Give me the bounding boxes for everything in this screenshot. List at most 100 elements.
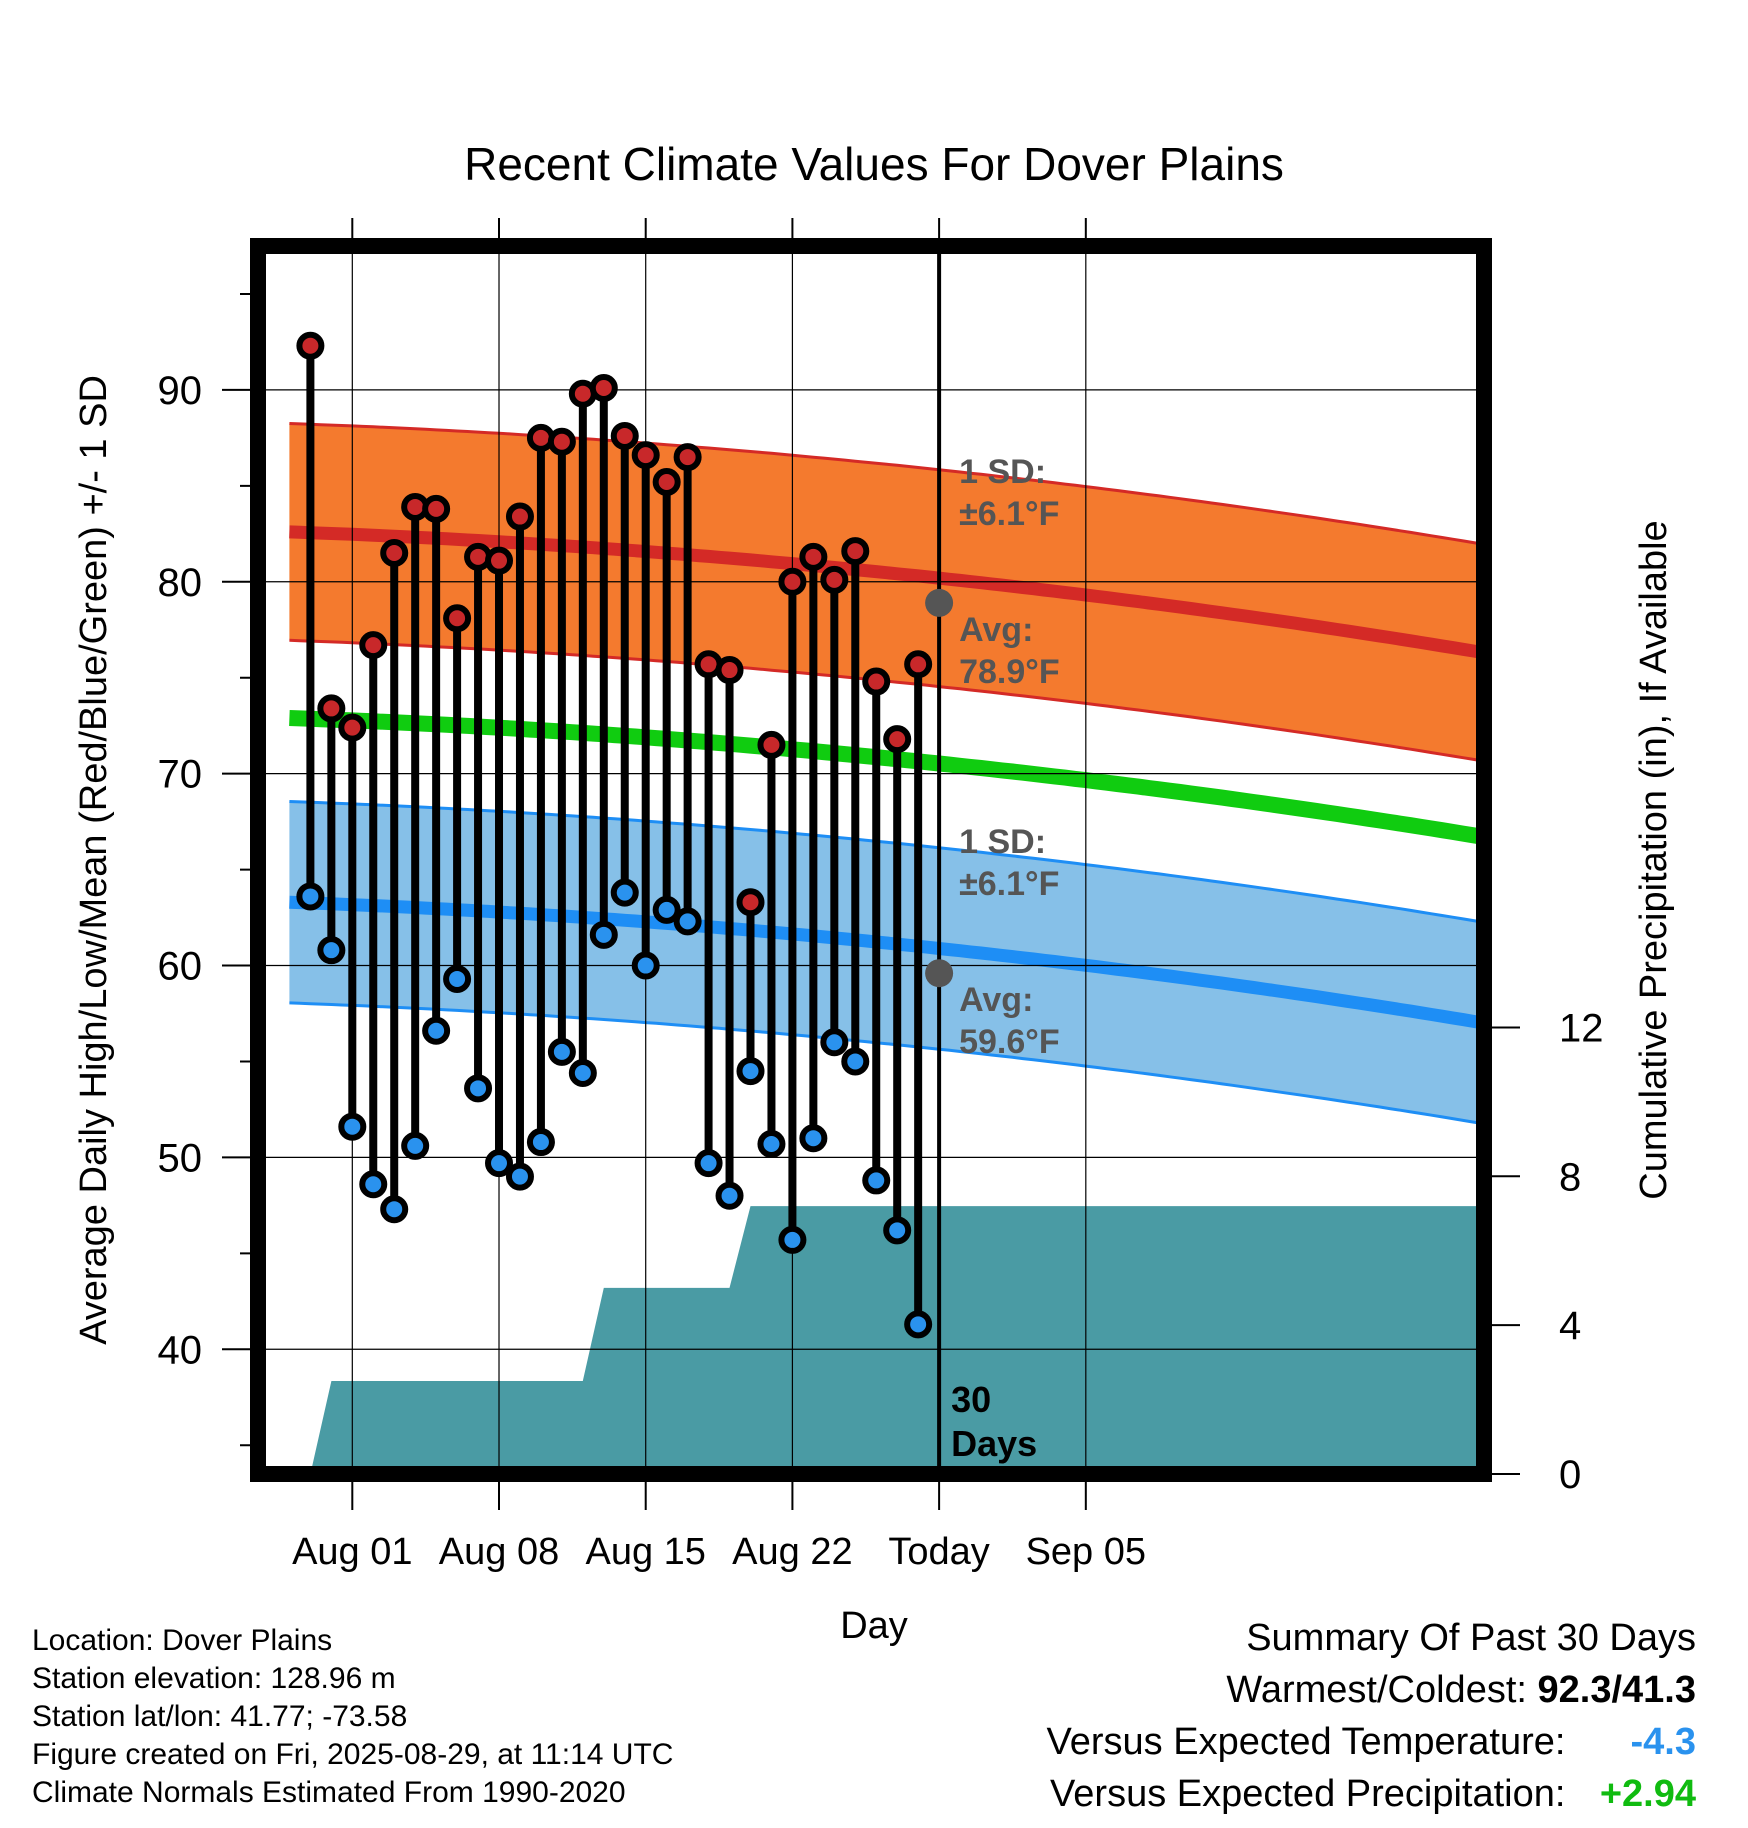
station-info: Location: Dover Plains Station elevation… — [32, 1622, 673, 1812]
daily-low-marker — [904, 1310, 933, 1339]
daily-high-marker — [317, 694, 346, 723]
daily-low-marker — [715, 1181, 744, 1210]
daily-high-marker — [505, 502, 534, 531]
y-tick-label: 80 — [158, 561, 203, 605]
x-tick-label: Today — [888, 1531, 989, 1573]
daily-high-marker — [338, 713, 367, 742]
daily-high-marker — [547, 427, 576, 456]
daily-low-marker — [883, 1216, 912, 1245]
station-latlon: Station lat/lon: 41.77; -73.58 — [32, 1700, 408, 1733]
y-axis-label-right: Cumulative Precipitation (in), If Availa… — [1633, 520, 1675, 1199]
daily-low-marker — [568, 1058, 597, 1087]
summary-temp-value: -4.3 — [1630, 1721, 1696, 1763]
normal-high-line — [289, 525, 1484, 660]
x-tick-label: Sep 05 — [1026, 1531, 1146, 1573]
daily-low-marker — [485, 1149, 514, 1178]
daily-high-marker — [485, 546, 514, 575]
high-sd-band — [289, 423, 1484, 762]
daily-low-marker — [526, 1128, 555, 1157]
summary-warmest-row: Warmest/Coldest: 92.3/41.3 — [1047, 1664, 1696, 1716]
days-count-label: 30 — [951, 1379, 991, 1420]
plot-frame — [250, 238, 1492, 1482]
daily-low-marker — [799, 1124, 828, 1153]
y-tick-label: 60 — [158, 945, 203, 989]
daily-high-marker — [820, 565, 849, 594]
daily-high-marker — [841, 537, 870, 566]
x-tick-label: Aug 08 — [439, 1531, 559, 1573]
chart-title: Recent Climate Values For Dover Plains — [464, 138, 1284, 190]
figure-created: Figure created on Fri, 2025-08-29, at 11… — [32, 1738, 674, 1771]
days-word-label: Days — [951, 1423, 1037, 1464]
summary-precip-label: Versus Expected Precipitation: — [1050, 1773, 1566, 1815]
x-tick-label: Aug 22 — [732, 1531, 852, 1573]
x-tick-label: Aug 15 — [585, 1531, 705, 1573]
daily-low-marker — [422, 1016, 451, 1045]
low-avg-label: Avg: — [959, 981, 1033, 1019]
summary-temp-label: Versus Expected Temperature: — [1046, 1721, 1566, 1763]
y-right-tick-label: 12 — [1559, 1006, 1604, 1050]
today-avg-high-dot — [925, 588, 954, 617]
daily-high-marker — [631, 441, 660, 470]
daily-low-marker — [778, 1225, 807, 1254]
x-axis-label: Day — [840, 1605, 908, 1647]
y-right-tick-label: 0 — [1559, 1453, 1581, 1497]
station-elevation: Station elevation: 128.96 m — [32, 1662, 396, 1695]
daily-low-marker — [862, 1166, 891, 1195]
daily-high-marker — [422, 494, 451, 523]
high-avg-label: Avg: — [959, 611, 1033, 649]
daily-low-marker — [631, 951, 660, 980]
low-band-upper-edge — [289, 800, 1484, 924]
high-band-upper-edge — [289, 422, 1484, 546]
daily-high-marker — [757, 730, 786, 759]
daily-low-marker — [505, 1162, 534, 1191]
high-avg-value: 78.9°F — [959, 653, 1060, 691]
summary-panel: Summary Of Past 30 Days Warmest/Coldest:… — [1047, 1612, 1696, 1820]
daily-low-marker — [547, 1037, 576, 1066]
summary-precip-value: +2.94 — [1599, 1773, 1696, 1815]
high-sd-value: ±6.1°F — [959, 495, 1059, 533]
daily-low-marker — [841, 1047, 870, 1076]
x-tick-label: Aug 01 — [292, 1531, 412, 1573]
low-band-lower-edge — [289, 1001, 1484, 1126]
high-sd-label: 1 SD: — [959, 453, 1046, 491]
daily-low-marker — [338, 1112, 367, 1141]
daily-high-marker — [799, 542, 828, 571]
daily-low-marker — [317, 936, 346, 965]
daily-low-marker — [359, 1170, 388, 1199]
y-tick-label: 90 — [158, 369, 203, 413]
normal-low-line — [289, 895, 1484, 1030]
daily-high-marker — [443, 604, 472, 633]
daily-high-marker — [736, 888, 765, 917]
daily-high-marker — [652, 468, 681, 497]
y-right-tick-label: 4 — [1559, 1304, 1581, 1348]
y-right-tick-label: 8 — [1559, 1155, 1581, 1199]
daily-high-marker — [778, 567, 807, 596]
normals-period: Climate Normals Estimated From 1990-2020 — [32, 1776, 626, 1809]
daily-low-marker — [443, 964, 472, 993]
normal-mean-line — [289, 710, 1484, 845]
daily-high-marker — [296, 331, 325, 360]
daily-high-marker — [359, 631, 388, 660]
station-location: Location: Dover Plains — [32, 1624, 333, 1657]
y-tick-label: 50 — [158, 1136, 203, 1180]
daily-low-marker — [652, 895, 681, 924]
daily-low-marker — [401, 1131, 430, 1160]
daily-high-marker — [883, 725, 912, 754]
summary-temp-row: Versus Expected Temperature: -4.3 — [1047, 1716, 1696, 1768]
today-avg-low-dot — [925, 959, 954, 988]
daily-low-marker — [757, 1129, 786, 1158]
daily-high-marker — [904, 650, 933, 679]
y-tick-label: 70 — [158, 753, 203, 797]
daily-low-marker — [464, 1074, 493, 1103]
daily-low-marker — [736, 1057, 765, 1086]
low-sd-label: 1 SD: — [959, 823, 1046, 861]
low-sd-value: ±6.1°F — [959, 865, 1059, 903]
summary-warmest-value: 92.3/41.3 — [1537, 1669, 1696, 1711]
daily-low-marker — [820, 1028, 849, 1057]
daily-low-marker — [694, 1149, 723, 1178]
daily-low-marker — [610, 878, 639, 907]
daily-low-marker — [296, 882, 325, 911]
low-sd-band — [289, 801, 1484, 1124]
summary-warmest-label: Warmest/Coldest: — [1226, 1669, 1527, 1711]
